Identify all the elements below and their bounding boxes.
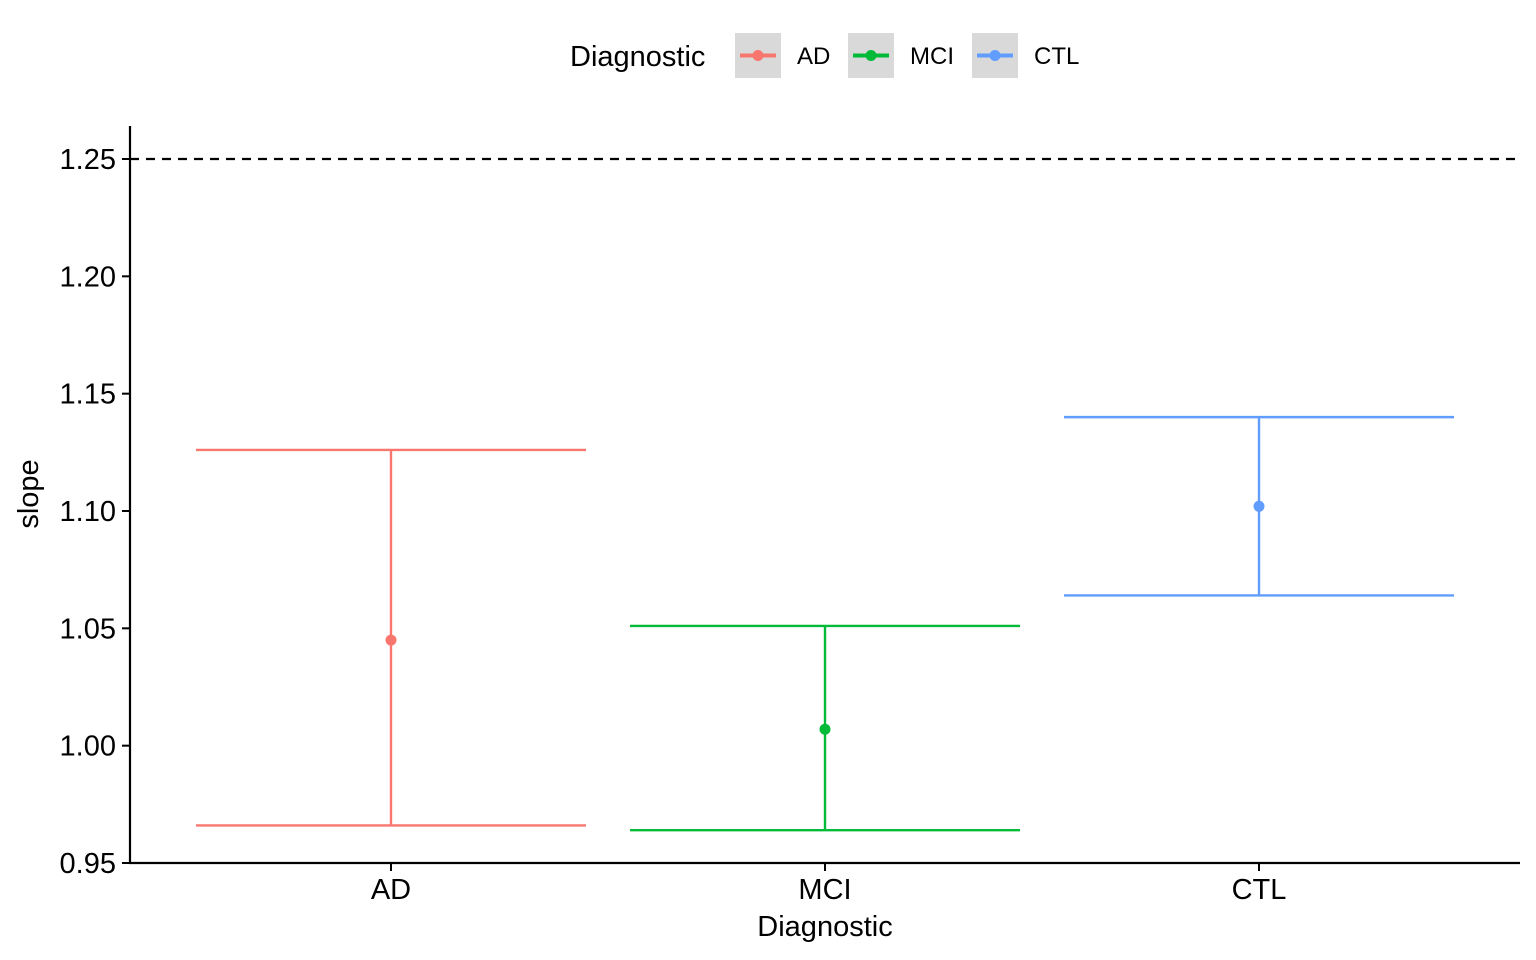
errorbar-ctl xyxy=(1064,415,1454,597)
legend-key-point xyxy=(865,50,877,61)
mean-point xyxy=(1253,500,1265,512)
y-ticks: 0.95 1.00 1.05 1.10 1.15 1.20 1.25 xyxy=(60,144,130,880)
y-tick-label: 1.05 xyxy=(60,613,116,645)
x-ticks: AD MCI CTL xyxy=(371,863,1287,906)
errorbar-marks xyxy=(196,415,1454,832)
x-axis-title: Diagnostic xyxy=(757,911,892,943)
legend-item-mci: MCI xyxy=(848,33,954,78)
legend-title: Diagnostic xyxy=(570,41,705,73)
y-tick-label: 1.00 xyxy=(60,731,116,763)
mean-point xyxy=(385,634,397,646)
y-tick-label: 0.95 xyxy=(60,848,116,880)
errorbar-mci xyxy=(630,624,1020,832)
x-tick-label: AD xyxy=(371,874,411,906)
y-tick-label: 1.15 xyxy=(60,379,116,411)
legend-label: MCI xyxy=(910,43,954,70)
mean-point xyxy=(819,723,831,735)
legend-item-ad: AD xyxy=(735,33,830,78)
errorbar-ad xyxy=(196,448,586,827)
y-axis-title: slope xyxy=(13,459,45,528)
legend-key-point xyxy=(752,50,764,61)
x-tick-label: CTL xyxy=(1232,874,1287,906)
legend-item-ctl: CTL xyxy=(972,33,1079,78)
legend-label: AD xyxy=(797,43,830,70)
y-tick-label: 1.25 xyxy=(60,144,116,176)
legend-label: CTL xyxy=(1034,43,1079,70)
y-tick-label: 1.10 xyxy=(60,496,116,528)
y-tick-label: 1.20 xyxy=(60,261,116,293)
x-tick-label: MCI xyxy=(798,874,851,906)
legend: Diagnostic AD MCI CTL xyxy=(570,33,1079,78)
legend-key-point xyxy=(989,50,1001,61)
